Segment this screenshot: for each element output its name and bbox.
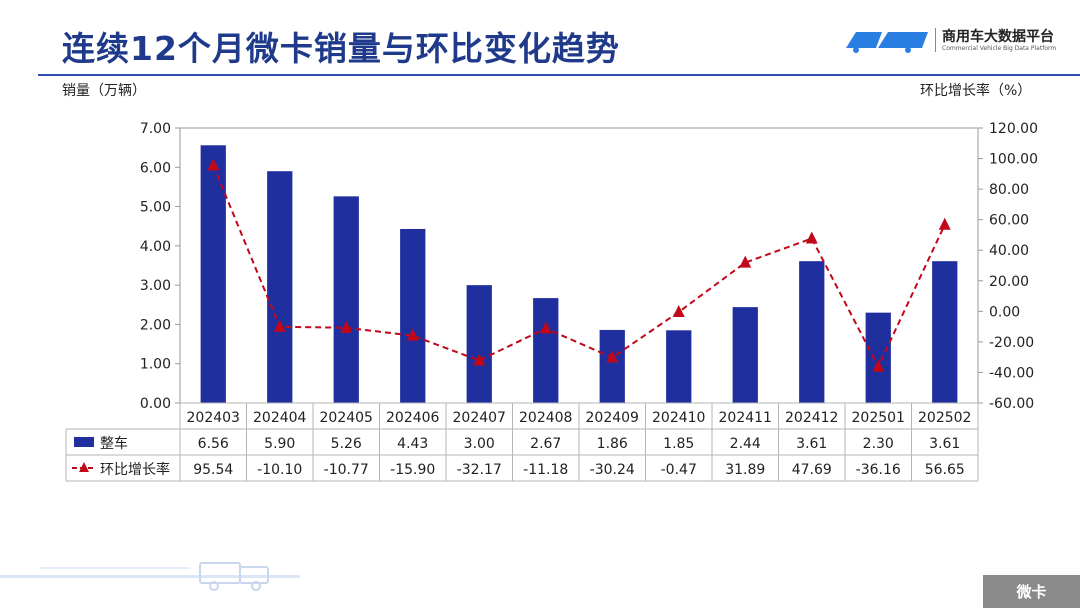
brand-name: 商用车大数据平台 [942, 29, 1054, 45]
line-point [938, 217, 951, 230]
brand-subtitle: Commercial Vehicle Big Data Platform [942, 45, 1057, 52]
x-tick-label: 202406 [386, 410, 440, 426]
line-data-label: -11.18 [523, 462, 568, 478]
y-axis-right-label: 环比增长率（%） [920, 83, 1032, 99]
y-left-tick-label: 6.00 [140, 160, 171, 176]
line-point [473, 353, 486, 366]
x-tick-label: 202409 [586, 410, 639, 426]
bar [932, 261, 958, 403]
bar-data-label: 3.61 [929, 436, 960, 452]
y-left-tick-label: 7.00 [140, 121, 171, 137]
line-data-label: -36.16 [856, 462, 901, 478]
y-axis-left-label: 销量（万辆） [62, 83, 146, 99]
y-right-tick-label: 0.00 [989, 304, 1020, 320]
legend-line-label: 环比增长率 [100, 461, 170, 478]
bar-data-label: 6.56 [198, 436, 229, 452]
footer-category-tag: 微卡 [983, 575, 1080, 608]
y-left-tick-label: 0.00 [140, 396, 171, 412]
line-data-label: 56.65 [925, 462, 965, 478]
line-point [207, 158, 220, 171]
line-data-label: -15.90 [390, 462, 435, 478]
x-tick-label: 202411 [719, 410, 772, 426]
line-data-label: 31.89 [725, 462, 765, 478]
line-point [872, 359, 885, 372]
y-left-tick-label: 5.00 [140, 200, 171, 216]
bar [400, 228, 426, 403]
line-point [672, 305, 685, 318]
y-right-tick-label: 20.00 [989, 274, 1029, 290]
line-data-label: 95.54 [193, 462, 233, 478]
bar [599, 329, 625, 403]
y-right-tick-label: 80.00 [989, 182, 1029, 198]
legend-bar-label: 整车 [100, 435, 128, 452]
x-tick-label: 202501 [852, 410, 905, 426]
line-data-label: -10.77 [324, 462, 369, 478]
y-right-tick-label: -40.00 [989, 365, 1034, 381]
bar-data-label: 4.43 [397, 436, 428, 452]
y-left-tick-label: 2.00 [140, 317, 171, 333]
y-right-tick-label: 120.00 [989, 121, 1038, 137]
bar [200, 145, 226, 404]
bar [799, 261, 825, 403]
bar-data-label: 3.00 [464, 436, 495, 452]
bar-data-label: 5.26 [331, 436, 362, 452]
y-left-tick-label: 4.00 [140, 239, 171, 255]
title-divider [38, 74, 1080, 76]
bar [533, 298, 559, 403]
x-tick-label: 202403 [187, 410, 240, 426]
line-point [340, 320, 353, 333]
x-tick-label: 202408 [519, 410, 572, 426]
line-point [273, 319, 286, 332]
line-data-label: -32.17 [457, 462, 502, 478]
y-right-tick-label: -20.00 [989, 335, 1034, 351]
x-tick-label: 202412 [785, 410, 838, 426]
plot-area-frame [179, 127, 979, 404]
bar [865, 312, 891, 403]
line-data-label: -0.47 [661, 462, 697, 478]
x-tick-label: 202502 [918, 410, 971, 426]
line-point [539, 321, 552, 334]
legend-line-marker [79, 462, 89, 472]
decorative-trucks-icon [0, 562, 300, 591]
bar-data-label: 2.67 [530, 436, 561, 452]
bar [267, 171, 293, 403]
logo-separator [935, 28, 936, 52]
x-tick-label: 202410 [652, 410, 705, 426]
y-right-tick-label: 60.00 [989, 213, 1029, 229]
bar [333, 196, 359, 403]
page-title: 连续12个月微卡销量与环比变化趋势 [62, 29, 620, 68]
x-tick-label: 202404 [253, 410, 307, 426]
growth-rate-line [212, 164, 946, 369]
line-data-label: -10.10 [257, 462, 302, 478]
y-right-tick-label: -60.00 [989, 396, 1034, 412]
bar [466, 285, 492, 403]
line-point [406, 328, 419, 341]
y-left-tick-label: 3.00 [140, 278, 171, 294]
y-right-tick-label: 40.00 [989, 243, 1029, 259]
line-point [606, 350, 619, 363]
truck-logo-icon [846, 32, 928, 53]
brand-logo: 商用车大数据平台 Commercial Vehicle Big Data Pla… [842, 24, 1072, 58]
line-data-label: 47.69 [792, 462, 832, 478]
bar-data-label: 3.61 [796, 436, 827, 452]
bar [732, 307, 758, 403]
y-left-tick-label: 1.00 [140, 357, 171, 373]
bar [666, 330, 692, 403]
y-right-tick-label: 100.00 [989, 152, 1038, 168]
legend-bar-swatch [74, 437, 94, 447]
bar-data-label: 2.30 [863, 436, 894, 452]
bar-data-label: 1.85 [663, 436, 694, 452]
bar-data-label: 1.86 [597, 436, 628, 452]
bar-data-label: 2.44 [730, 436, 761, 452]
line-point [805, 231, 818, 244]
line-data-label: -30.24 [590, 462, 635, 478]
x-tick-label: 202407 [453, 410, 506, 426]
line-point [739, 255, 752, 268]
bar-data-label: 5.90 [264, 436, 295, 452]
x-tick-label: 202405 [320, 410, 373, 426]
